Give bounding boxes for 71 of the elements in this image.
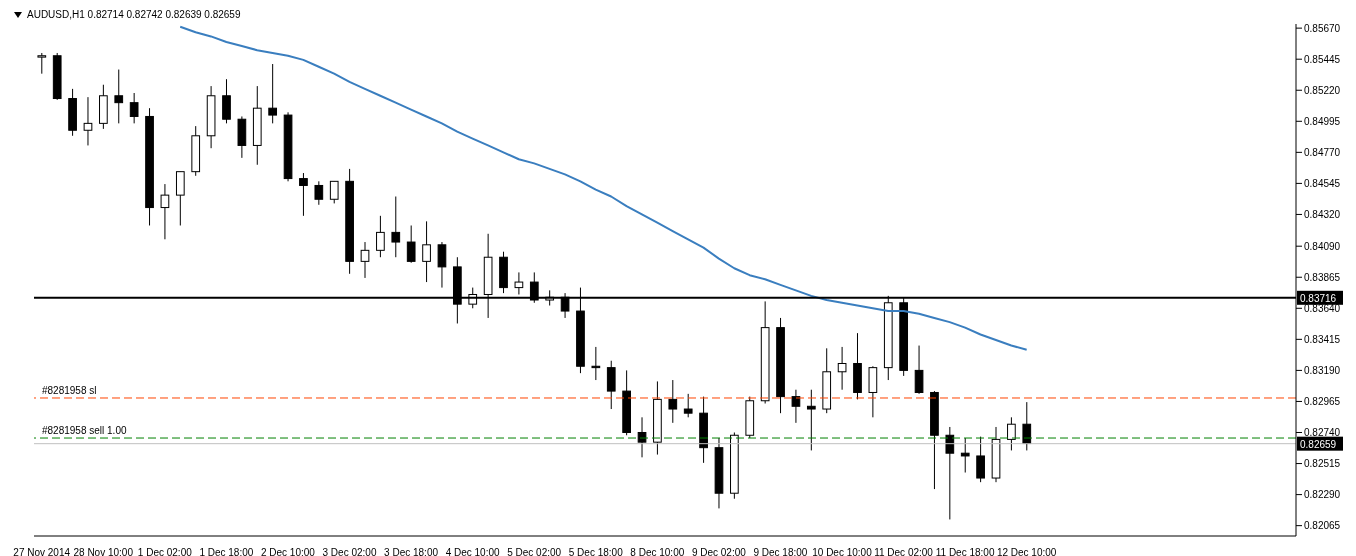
candlestick [222,78,231,124]
y-tick-label: 0.83640 [1304,302,1341,314]
candlestick [683,393,693,418]
y-tick-label: 0.82065 [1304,520,1341,532]
y-tick-label: 0.84995 [1304,115,1341,127]
x-tick-label: 28 Nov 10:00 [73,547,134,556]
x-tick-label: 12 Dec 10:00 [996,547,1057,556]
candlestick [837,346,847,391]
ref-line-label: #8281958 sl [42,384,97,396]
candlestick [668,379,678,424]
candlestick [437,241,447,289]
candlestick [175,171,185,226]
candlestick [314,180,324,206]
candlestick [591,346,601,381]
x-tick-label: 2 Dec 10:00 [260,547,316,556]
candlestick [114,69,124,124]
candlestick [376,215,385,258]
line-series [179,25,1028,351]
y-tick-label: 0.85220 [1304,84,1341,96]
ref-line-label: 0.83716 [1300,292,1337,304]
candlestick [960,437,970,474]
x-tick-label: 9 Dec 02:00 [691,547,747,556]
y-tick-label: 0.82290 [1304,489,1341,501]
candlestick [83,96,93,146]
y-tick-label: 0.85670 [1304,22,1341,34]
y-tick-label: 0.84770 [1304,146,1341,158]
chart-title: AUDUSD,H1 0.82714 0.82742 0.82639 0.82659 [27,9,243,20]
x-tick-label: 10 Dec 10:00 [812,547,873,556]
candlestick [606,360,616,410]
candlestick [637,416,647,458]
y-tick-label: 0.83865 [1304,271,1341,283]
candlestick [299,172,308,217]
candlestick [406,224,416,264]
x-tick-label: 11 Dec 02:00 [874,547,934,556]
x-tick-label: 3 Dec 02:00 [322,547,377,556]
y-tick-label: 0.82515 [1304,458,1341,470]
candlestick [268,63,278,124]
x-tick-label: 11 Dec 18:00 [935,547,995,556]
candlestick [806,389,816,451]
y-tick-label: 0.84545 [1304,177,1341,189]
x-tick-label: 4 Dec 10:00 [445,547,501,556]
y-tick-label: 0.83415 [1304,333,1341,345]
candlestick [422,220,431,283]
ref-line-label: 0.82659 [1300,438,1337,450]
candlestick [37,52,47,75]
candlestick [514,271,524,295]
y-tick-label: 0.82965 [1304,395,1341,407]
candlestick [160,183,170,240]
x-tick-label: 27 Nov 2014 [13,547,71,556]
x-tick-label: 5 Dec 02:00 [507,547,562,556]
candlestick [976,436,985,483]
x-tick-label: 9 Dec 18:00 [753,547,808,556]
candlestick [914,345,924,395]
x-tick-label: 1 Dec 18:00 [199,547,254,556]
candlestick [945,426,955,520]
x-tick-label: 1 Dec 02:00 [137,547,193,556]
y-tick-label: 0.83190 [1304,364,1341,376]
y-tick-label: 0.85445 [1304,53,1341,65]
x-tick-label: 3 Dec 18:00 [384,547,439,556]
candlestick [129,92,139,124]
ref-line-label: #8281958 sell 1.00 [42,425,127,437]
x-tick-label: 5 Dec 18:00 [568,547,624,556]
candlestick [329,180,339,204]
candlestick [1007,416,1016,451]
candlestick [391,196,401,258]
y-tick-label: 0.82740 [1304,427,1341,439]
y-tick-label: 0.84320 [1304,209,1341,220]
x-tick-label: 8 Dec 10:00 [630,547,685,556]
y-tick-label: 0.84090 [1304,240,1341,252]
candlestick [791,389,801,424]
candlestick [360,241,370,279]
